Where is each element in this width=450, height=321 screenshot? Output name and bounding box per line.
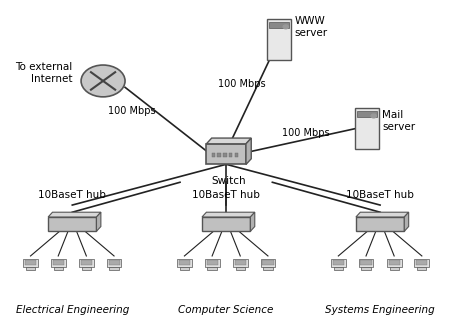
Text: 100 Mbps: 100 Mbps xyxy=(108,106,155,116)
FancyBboxPatch shape xyxy=(180,267,189,270)
Text: 10BaseT hub: 10BaseT hub xyxy=(192,190,260,200)
FancyBboxPatch shape xyxy=(235,260,246,265)
FancyBboxPatch shape xyxy=(81,260,92,265)
FancyBboxPatch shape xyxy=(179,260,190,265)
Polygon shape xyxy=(207,138,251,144)
FancyBboxPatch shape xyxy=(212,153,215,157)
FancyBboxPatch shape xyxy=(390,267,399,270)
Polygon shape xyxy=(356,212,409,217)
FancyBboxPatch shape xyxy=(207,267,217,270)
FancyBboxPatch shape xyxy=(82,267,91,270)
Text: 10BaseT hub: 10BaseT hub xyxy=(38,190,106,200)
Text: 100 Mbps: 100 Mbps xyxy=(218,79,266,89)
FancyBboxPatch shape xyxy=(229,153,232,157)
FancyBboxPatch shape xyxy=(389,260,400,265)
FancyBboxPatch shape xyxy=(207,144,246,164)
FancyBboxPatch shape xyxy=(23,259,38,267)
FancyBboxPatch shape xyxy=(207,260,218,265)
FancyBboxPatch shape xyxy=(234,153,238,157)
FancyBboxPatch shape xyxy=(177,259,192,267)
FancyBboxPatch shape xyxy=(48,217,96,231)
Text: Mail
server: Mail server xyxy=(382,110,415,132)
Circle shape xyxy=(371,114,376,118)
FancyBboxPatch shape xyxy=(107,259,122,267)
FancyBboxPatch shape xyxy=(414,259,429,267)
FancyBboxPatch shape xyxy=(54,267,63,270)
Text: Systems Engineering: Systems Engineering xyxy=(325,305,435,315)
Text: WWW
server: WWW server xyxy=(294,16,328,38)
FancyBboxPatch shape xyxy=(217,153,221,157)
Text: Switch: Switch xyxy=(211,177,246,187)
FancyBboxPatch shape xyxy=(51,259,66,267)
Polygon shape xyxy=(48,212,101,217)
FancyBboxPatch shape xyxy=(361,267,371,270)
FancyBboxPatch shape xyxy=(269,22,289,28)
FancyBboxPatch shape xyxy=(267,19,291,60)
Polygon shape xyxy=(246,138,251,164)
Circle shape xyxy=(81,65,125,97)
Text: Electrical Engineering: Electrical Engineering xyxy=(16,305,129,315)
FancyBboxPatch shape xyxy=(355,108,379,149)
FancyBboxPatch shape xyxy=(359,259,374,267)
FancyBboxPatch shape xyxy=(205,259,220,267)
FancyBboxPatch shape xyxy=(25,260,36,265)
FancyBboxPatch shape xyxy=(108,260,120,265)
FancyBboxPatch shape xyxy=(79,259,94,267)
FancyBboxPatch shape xyxy=(417,267,427,270)
FancyBboxPatch shape xyxy=(53,260,64,265)
FancyBboxPatch shape xyxy=(261,259,275,267)
FancyBboxPatch shape xyxy=(262,260,274,265)
Text: 10BaseT hub: 10BaseT hub xyxy=(346,190,414,200)
FancyBboxPatch shape xyxy=(333,260,344,265)
FancyBboxPatch shape xyxy=(223,153,227,157)
FancyBboxPatch shape xyxy=(263,267,273,270)
Text: To external
Internet: To external Internet xyxy=(15,62,72,84)
FancyBboxPatch shape xyxy=(331,259,346,267)
FancyBboxPatch shape xyxy=(387,259,401,267)
FancyBboxPatch shape xyxy=(360,260,372,265)
FancyBboxPatch shape xyxy=(334,267,343,270)
FancyBboxPatch shape xyxy=(356,217,404,231)
FancyBboxPatch shape xyxy=(416,260,427,265)
Polygon shape xyxy=(250,212,255,231)
FancyBboxPatch shape xyxy=(26,267,35,270)
FancyBboxPatch shape xyxy=(109,267,119,270)
Polygon shape xyxy=(404,212,409,231)
Circle shape xyxy=(283,25,288,29)
FancyBboxPatch shape xyxy=(233,259,248,267)
Text: 100 Mbps: 100 Mbps xyxy=(282,128,329,138)
FancyBboxPatch shape xyxy=(202,217,250,231)
Text: Computer Science: Computer Science xyxy=(179,305,274,315)
FancyBboxPatch shape xyxy=(357,111,377,117)
FancyBboxPatch shape xyxy=(236,267,245,270)
Polygon shape xyxy=(202,212,255,217)
Polygon shape xyxy=(96,212,101,231)
